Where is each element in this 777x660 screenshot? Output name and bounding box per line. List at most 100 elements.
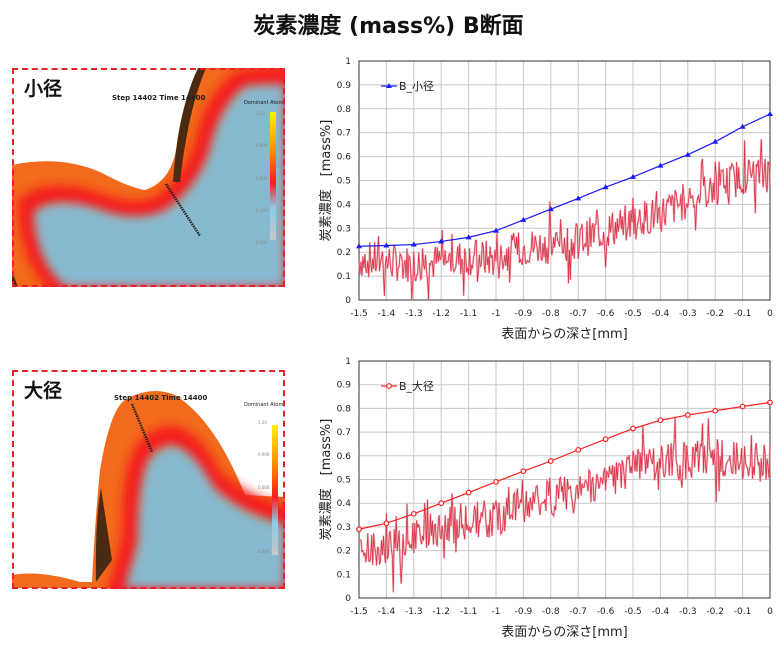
- data-point: [383, 242, 390, 248]
- legend-label: B_大径: [399, 379, 434, 393]
- y-tick-label: 0.2: [337, 248, 351, 258]
- dashed-frame: [12, 370, 285, 589]
- x-tick-label: 0: [767, 607, 773, 617]
- x-tick-label: -1.5: [350, 309, 368, 319]
- y-tick-label: 1: [345, 357, 351, 367]
- y-tick-label: 0.9: [337, 81, 352, 91]
- legend-marker: [386, 383, 392, 389]
- x-tick-label: -1.4: [378, 309, 396, 319]
- y-tick-label: 0.8: [337, 404, 352, 414]
- x-tick-label: -0.6: [597, 309, 615, 319]
- x-tick-label: -0.4: [652, 309, 670, 319]
- y-tick-label: 0: [345, 594, 351, 604]
- x-tick-label: -1.2: [432, 309, 450, 319]
- data-point: [465, 234, 472, 240]
- y-tick-label: 0.7: [337, 428, 351, 438]
- data-point: [438, 500, 445, 507]
- colorbar-tick: 0.600: [258, 485, 270, 490]
- data-point: [410, 241, 417, 247]
- x-tick-label: -0.3: [679, 607, 697, 617]
- x-tick-label: -0.8: [542, 309, 560, 319]
- x-tick-label: -1.1: [460, 309, 478, 319]
- x-tick-label: -0.5: [624, 607, 642, 617]
- data-point: [657, 162, 664, 168]
- y-tick-label: 1: [345, 57, 351, 67]
- data-point: [767, 111, 773, 117]
- measured-series-line: [358, 417, 771, 593]
- data-point: [712, 407, 719, 414]
- data-point: [630, 425, 636, 432]
- measurement-line-marks: [164, 183, 202, 237]
- x-tick-label: -1.5: [350, 607, 368, 617]
- step-text: Step 14402 Time 14400: [114, 394, 208, 402]
- simulation-image-large-diameter: 大径 Step 14402 Time 14400 Dominant Atom 1…: [12, 370, 285, 589]
- x-tick-label: -0.2: [706, 309, 724, 319]
- data-point: [383, 520, 390, 527]
- y-tick-label: 0.4: [337, 200, 352, 210]
- data-point: [767, 399, 773, 406]
- data-point: [493, 227, 499, 233]
- measured-series-line: [358, 139, 771, 301]
- data-point: [630, 173, 636, 179]
- carbon-chart-small-diameter: 0 0.1 0.2 0.3 0.4 0.5 0.6 0.7 0.8 0.9 1 -1.5 -1.4 -1.…: [318, 57, 773, 342]
- panel-label: 大径: [24, 380, 63, 402]
- y-tick-label: 0.8: [337, 105, 352, 115]
- y-axis-label: 炭素濃度 [mass%]: [318, 120, 334, 242]
- measured-series-halo: [358, 417, 771, 593]
- data-point: [438, 238, 445, 244]
- y-tick-label: 0.1: [337, 570, 351, 580]
- panel-label: 小径: [24, 78, 63, 100]
- colorbar-tick: 0.900: [258, 452, 270, 457]
- y-tick-label: 0.3: [337, 224, 351, 234]
- x-tick-label: -0.9: [515, 309, 533, 319]
- y-tick-label: 0.7: [337, 129, 351, 139]
- x-tick-label: -0.4: [652, 607, 670, 617]
- colorbar-tick: 0.300: [258, 517, 270, 522]
- x-tick-label: -0.2: [706, 607, 724, 617]
- data-point: [410, 510, 417, 517]
- colorbar-tick: 0.300: [256, 208, 268, 213]
- dashed-frame: [12, 68, 285, 287]
- data-point: [493, 478, 499, 485]
- y-tick-label: 0.4: [337, 499, 352, 509]
- x-tick-label: -1.1: [460, 607, 478, 617]
- y-tick-label: 0.6: [337, 452, 352, 462]
- data-point: [547, 458, 554, 464]
- y-tick-label: 0.2: [337, 547, 351, 557]
- colorbar-title: Dominant Atom: [244, 402, 284, 408]
- data-point: [739, 403, 746, 410]
- data-point: [520, 216, 527, 222]
- step-text: Step 14402 Time 14400: [112, 94, 206, 102]
- x-tick-label: -1.2: [432, 607, 450, 617]
- x-tick-label: -0.3: [679, 309, 697, 319]
- x-tick-label: -0.1: [734, 309, 752, 319]
- colorbar-tick: 0.000: [256, 240, 268, 245]
- y-tick-label: 0.6: [337, 153, 352, 163]
- x-axis-label: 表面からの深さ[mm]: [501, 327, 627, 342]
- plot-frame: [358, 360, 771, 599]
- data-point: [602, 184, 609, 190]
- data-point: [356, 526, 362, 533]
- data-point: [684, 412, 691, 418]
- y-tick-label: 0: [345, 296, 351, 306]
- colorbar-tick: 1.20: [256, 111, 265, 116]
- carbon-chart-large-diameter: 0 0.1 0.2 0.3 0.4 0.5 0.6 0.7 0.8 0.9 1 -1.5 -1.4 -1.…: [318, 357, 773, 640]
- y-axis-label: 炭素濃度 [mass%]: [318, 419, 334, 541]
- colorbar-title: Dominant Atom: [244, 100, 284, 106]
- legend-marker: [386, 83, 392, 88]
- y-tick-label: 0.3: [337, 523, 351, 533]
- data-point: [465, 489, 472, 496]
- colorbar-tick: 0.000: [258, 549, 270, 554]
- y-tick-label: 0.5: [337, 476, 351, 486]
- x-tick-label: -0.5: [624, 309, 642, 319]
- data-point: [520, 468, 527, 475]
- x-tick-label: -0.7: [569, 607, 587, 617]
- colorbar-tick: 0.900: [256, 143, 268, 148]
- x-tick-label: -1.4: [378, 607, 396, 617]
- data-point: [602, 436, 609, 443]
- data-point: [575, 446, 582, 453]
- data-point: [356, 243, 362, 249]
- legend-label: B_小径: [399, 80, 434, 93]
- simulation-image-small-diameter: 小径 Step 14402 Time 14400 Dominant Atom 1…: [12, 68, 285, 287]
